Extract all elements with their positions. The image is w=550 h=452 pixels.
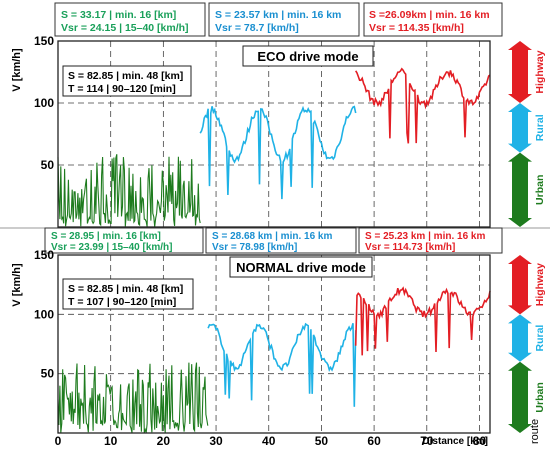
series-rural [207, 322, 357, 407]
eco-summary-line2: T = 114 | 90–120 [min] [68, 83, 176, 95]
x-tick-label: 10 [104, 434, 118, 448]
eco-y-axis-label: V [km/h] [11, 48, 23, 92]
eco-route-arrows: Highway Rural Urban [508, 41, 546, 227]
series-highway [354, 286, 491, 356]
series-urban [57, 154, 201, 227]
route-arrow-highway [508, 255, 532, 315]
route-band-label: Urban [534, 175, 546, 205]
x-tick-label: 40 [262, 434, 276, 448]
route-band-label: Urban [534, 382, 546, 412]
normal-highway-line2: Vsr = 114.73 [km/h] [365, 242, 455, 253]
eco-highway-box [363, 2, 503, 37]
route-arrow-rural [508, 314, 532, 362]
y-tick-label: 50 [41, 367, 55, 381]
route-band-label: Rural [534, 114, 546, 141]
eco-urban-line2: Vsr = 24.15 | 15–40 [km/h] [61, 22, 189, 34]
normal-title-box [229, 256, 373, 278]
normal-x-axis-label: Distance [km] [422, 436, 488, 447]
normal-route-arrows: Highway Rural Urban [508, 255, 546, 433]
route-label: route [529, 419, 541, 444]
normal-urban-line2: Vsr = 23.99 | 15–40 [km/h] [51, 242, 172, 253]
x-tick-label: 60 [367, 434, 381, 448]
eco-urban-line1: S = 33.17 | min. 16 [km] [61, 9, 176, 21]
normal-plot-frame [57, 254, 491, 434]
normal-rural-line2: Vsr = 78.98 [km/h] [212, 242, 297, 253]
y-tick-label: 50 [41, 158, 55, 172]
normal-x-ticks: 0 10 20 30 40 50 60 70 80 [55, 434, 487, 448]
eco-title-box [242, 45, 374, 67]
route-arrow-urban [508, 361, 532, 433]
x-tick-label: 20 [157, 434, 171, 448]
eco-y-ticks: 50 100 150 [34, 34, 54, 172]
normal-title: NORMAL drive mode [236, 260, 366, 275]
route-band-label: Highway [534, 263, 546, 306]
eco-urban-box [54, 2, 206, 37]
normal-summary-line1: S = 82.85 | min. 48 [km] [68, 283, 183, 295]
eco-panel: S = 33.17 | min. 16 [km] Vsr = 24.15 | 1… [11, 2, 546, 228]
normal-highway-line1: S = 25.23 km | min. 16 km [365, 231, 485, 242]
eco-rural-box [208, 2, 360, 37]
normal-summary-box [62, 278, 194, 310]
normal-urban-line1: S = 28.95 | min. 16 [km] [51, 231, 161, 242]
eco-highway-line2: Vsr = 114.35 [km/h] [369, 22, 464, 34]
y-tick-label: 150 [34, 34, 54, 48]
eco-speed-trace [57, 67, 491, 227]
series-rural [199, 105, 357, 200]
normal-rural-box [205, 227, 357, 254]
normal-y-axis-label: V [km/h] [11, 263, 23, 307]
route-arrow-urban [508, 152, 532, 227]
series-urban [57, 362, 209, 433]
y-tick-label: 100 [34, 307, 54, 321]
normal-speed-trace [57, 286, 491, 433]
x-tick-label: 0 [55, 434, 62, 448]
x-tick-label: 70 [420, 434, 434, 448]
y-tick-label: 150 [34, 248, 54, 262]
route-band-label: Highway [534, 50, 546, 93]
normal-y-ticks: 50 100 150 [34, 248, 54, 381]
normal-urban-box [44, 227, 204, 254]
route-arrow-highway [508, 41, 532, 103]
normal-summary-line2: T = 107 | 90–120 [min] [68, 296, 176, 308]
eco-plot-frame [57, 40, 491, 228]
eco-title: ECO drive mode [257, 49, 358, 64]
x-tick-label: 80 [473, 434, 487, 448]
x-tick-label: 50 [315, 434, 329, 448]
normal-panel: S = 28.95 | min. 16 [km] Vsr = 23.99 | 1… [11, 227, 546, 448]
eco-rural-line1: S = 23.57 km | min. 16 km [215, 9, 341, 21]
eco-highway-line1: S =26.09km | min. 16 km [369, 9, 490, 21]
normal-rural-line1: S = 28.68 km | min. 16 km [212, 231, 332, 242]
eco-summary-line1: S = 82.85 | min. 48 [km] [68, 70, 183, 82]
eco-rural-line2: Vsr = 78.7 [km/h] [215, 22, 299, 34]
eco-summary-box [62, 65, 192, 97]
series-highway [355, 67, 491, 144]
route-band-label: Rural [534, 325, 546, 352]
route-arrow-rural [508, 103, 532, 153]
y-tick-label: 100 [34, 96, 54, 110]
x-tick-label: 30 [209, 434, 223, 448]
normal-highway-box [358, 227, 503, 254]
